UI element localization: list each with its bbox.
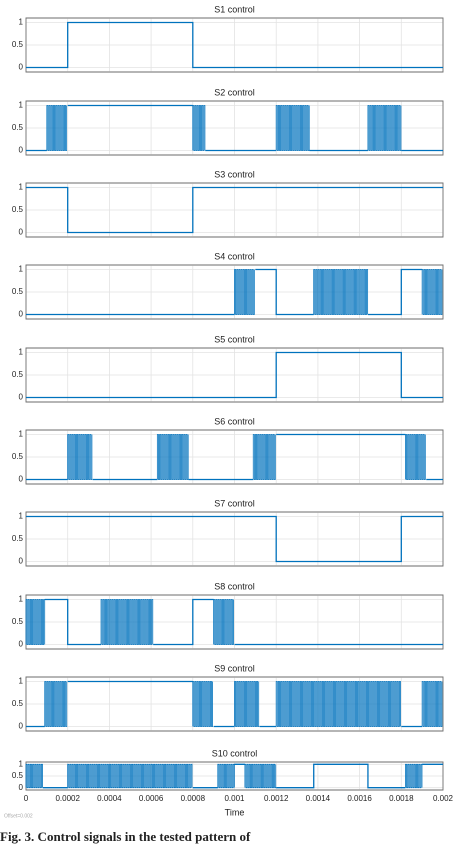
- signal-line: [26, 186, 443, 234]
- subplot-title: S2 control: [214, 87, 255, 97]
- pwm-region: [367, 105, 402, 151]
- y-tick-label: 1: [19, 265, 24, 274]
- y-tick-label: 0: [19, 557, 24, 566]
- pwm-region: [217, 763, 235, 789]
- y-tick-label: 0.5: [12, 452, 24, 461]
- x-tick-label: 0.0018: [389, 794, 414, 803]
- y-tick-label: 1: [19, 101, 24, 110]
- y-tick-label: 0.5: [12, 287, 24, 296]
- plot-frame: [25, 676, 444, 732]
- signal-line: [26, 433, 443, 481]
- y-tick-label: 0.5: [12, 205, 24, 214]
- subplot-title: S6 control: [214, 416, 255, 426]
- y-tick-label: 1: [19, 183, 24, 192]
- pwm-region: [405, 763, 423, 789]
- pwm-region: [44, 681, 68, 727]
- y-tick-label: 0: [19, 640, 24, 649]
- pwm-region: [192, 681, 213, 727]
- pwm-region: [252, 434, 276, 480]
- signal-line: [44, 598, 443, 646]
- pwm-region: [213, 599, 234, 645]
- y-tick-label: 1: [19, 348, 24, 357]
- subplot-title: S7 control: [214, 498, 255, 508]
- signal-line: [26, 515, 443, 563]
- footnote: Offset=0.002: [4, 813, 33, 819]
- signal-line: [26, 21, 443, 69]
- x-tick-label: 0.0006: [139, 794, 164, 803]
- y-tick-label: 0.5: [12, 534, 24, 543]
- y-tick-label: 0: [19, 722, 24, 731]
- y-tick-label: 0.5: [12, 370, 24, 379]
- x-tick-label: 0.002: [433, 794, 454, 803]
- y-tick-label: 0.5: [12, 123, 24, 132]
- subplot-title: S3 control: [214, 169, 255, 179]
- pwm-region: [313, 269, 369, 315]
- y-tick-label: 0.5: [12, 617, 24, 626]
- signal-line: [26, 104, 443, 152]
- pwm-region: [46, 105, 68, 151]
- pwm-region: [156, 434, 189, 480]
- pwm-region: [234, 269, 255, 315]
- x-tick-label: 0: [24, 794, 29, 803]
- plot-frame: [25, 264, 444, 320]
- signal-line: [26, 351, 443, 399]
- plot-frame: [25, 594, 444, 650]
- y-tick-label: 1: [19, 759, 24, 768]
- pwm-region: [275, 681, 401, 727]
- subplot-title: S10 control: [212, 748, 258, 758]
- plot-frame: [25, 429, 444, 485]
- plot-frame: [25, 100, 444, 156]
- y-tick-label: 1: [19, 595, 24, 604]
- y-tick-label: 1: [19, 677, 24, 686]
- pwm-region: [421, 681, 443, 727]
- pwm-region: [25, 599, 46, 645]
- pwm-region: [67, 434, 93, 480]
- y-tick-label: 0: [19, 228, 24, 237]
- y-tick-label: 0: [19, 146, 24, 155]
- x-tick-label: 0.0004: [97, 794, 122, 803]
- subplot-title: S9 control: [214, 663, 255, 673]
- y-tick-label: 0: [19, 63, 24, 72]
- y-tick-label: 0: [19, 310, 24, 319]
- pwm-region: [275, 105, 310, 151]
- pwm-region: [192, 105, 206, 151]
- plot-frame: [25, 511, 444, 567]
- signal-line: [42, 763, 443, 789]
- plot-frame: [25, 347, 444, 403]
- y-tick-label: 1: [19, 18, 24, 27]
- y-tick-label: 0.5: [12, 40, 24, 49]
- x-tick-label: 0.001: [224, 794, 245, 803]
- y-tick-label: 0: [19, 783, 24, 792]
- y-tick-label: 0.5: [12, 771, 24, 780]
- signal-line: [26, 680, 423, 728]
- subplot-title: S4 control: [214, 251, 255, 261]
- pwm-region: [244, 763, 277, 789]
- subplot-title: S5 control: [214, 334, 255, 344]
- y-tick-label: 1: [19, 512, 24, 521]
- pwm-region: [100, 599, 154, 645]
- subplot-title: S8 control: [214, 581, 255, 591]
- x-tick-label: 0.0014: [306, 794, 331, 803]
- plot-frame: [25, 182, 444, 238]
- x-tick-label: 0.0016: [347, 794, 372, 803]
- x-axis-label: Time: [225, 807, 245, 817]
- plot-frame: [25, 17, 444, 73]
- y-tick-label: 0: [19, 475, 24, 484]
- x-tick-label: 0.0008: [181, 794, 206, 803]
- x-tick-label: 0.0012: [264, 794, 289, 803]
- pwm-region: [234, 681, 260, 727]
- signal-line: [26, 268, 423, 316]
- pwm-region: [25, 763, 43, 789]
- y-tick-label: 0: [19, 393, 24, 402]
- pwm-region: [67, 763, 193, 789]
- y-tick-label: 0.5: [12, 699, 24, 708]
- x-tick-label: 0.0002: [55, 794, 80, 803]
- pwm-region: [421, 269, 443, 315]
- pwm-region: [405, 434, 426, 480]
- caption: Fig. 3. Control signals in the tested pa…: [0, 829, 251, 844]
- y-tick-label: 1: [19, 430, 24, 439]
- subplot-title: S1 control: [214, 4, 255, 14]
